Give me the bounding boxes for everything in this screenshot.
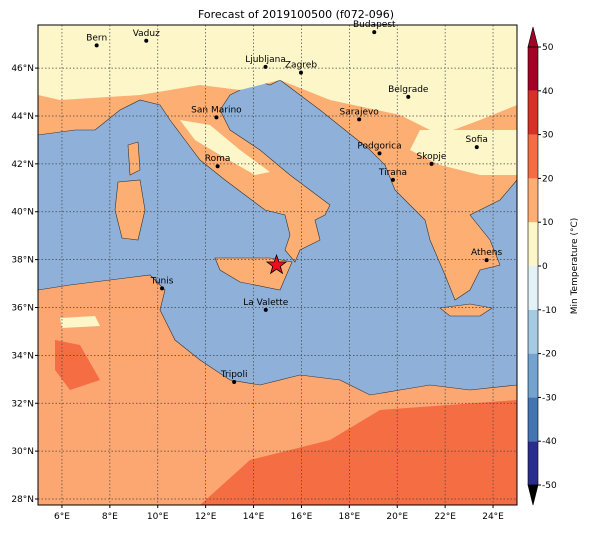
- city-label: Ljubljana: [245, 55, 286, 65]
- x-tick-label: 14°E: [243, 512, 265, 522]
- city-label: Roma: [205, 154, 231, 164]
- colorbar-band: [528, 134, 538, 179]
- north-warm-zone: [38, 25, 517, 135]
- colorbar-tick-label: -20: [542, 350, 557, 360]
- x-tick-label: 8°E: [102, 512, 118, 522]
- y-tick-label: 40°N: [11, 208, 34, 218]
- city-label: Sarajevo: [340, 107, 380, 117]
- map-frame: [37, 24, 518, 506]
- x-tick-label: 24°E: [482, 512, 504, 522]
- x-tick-label: 6°E: [54, 512, 70, 522]
- city-label: San Marino: [191, 105, 242, 115]
- y-tick-label: 28°N: [11, 495, 34, 505]
- colorbar-band: [528, 178, 538, 223]
- colorbar-label: Min Temperature (°C): [570, 218, 580, 315]
- city-label: La Valette: [243, 298, 288, 308]
- africa-hot-zone: [200, 400, 517, 505]
- colorbar-band: [528, 90, 538, 135]
- colorbar-tick-label: -50: [542, 481, 557, 491]
- colorbar-band: [528, 309, 538, 354]
- graticule: [38, 25, 517, 505]
- city-label: Skopje: [417, 152, 447, 162]
- colorbar-tick-label: 30: [542, 131, 554, 141]
- africa-hot-zone: [55, 340, 100, 390]
- x-tick-label: 22°E: [434, 512, 456, 522]
- y-tick-label: 46°N: [11, 64, 34, 74]
- city-label: Tunis: [150, 276, 174, 286]
- sardinia: [114, 179, 146, 241]
- y-tick-label: 30°N: [11, 447, 34, 457]
- y-tick-label: 34°N: [11, 351, 34, 361]
- city-dot: [406, 94, 411, 99]
- city-dot: [232, 379, 237, 384]
- city-label: Bern: [86, 33, 107, 43]
- city-dot: [484, 258, 489, 263]
- city-dot: [215, 164, 220, 169]
- city-dot: [144, 38, 149, 43]
- city-label: Podgorica: [357, 141, 401, 151]
- city-label: Belgrade: [388, 85, 429, 95]
- city-label: Tirana: [378, 168, 407, 178]
- map-title: Forecast of 2019100500 (f072-096): [198, 8, 394, 21]
- colorbar-band: [528, 397, 538, 442]
- city-dot: [390, 177, 395, 182]
- y-tick-label: 38°N: [11, 256, 34, 266]
- city-dot: [474, 145, 479, 150]
- forecast-location-star: [265, 253, 288, 275]
- city-label: Tripoli: [220, 370, 248, 380]
- city-dot: [263, 64, 268, 69]
- colorbar-band: [528, 47, 538, 91]
- city-dot: [429, 161, 434, 166]
- colorbar-tick-label: -40: [542, 437, 557, 447]
- colorbar-extend-min: [527, 484, 539, 506]
- y-tick-label: 42°N: [11, 160, 34, 170]
- colorbar-tick-label: 20: [542, 174, 554, 184]
- colorbar-tick-label: -30: [542, 393, 557, 403]
- y-tick-label: 36°N: [11, 303, 34, 313]
- colorbar-band: [528, 266, 538, 310]
- x-tick-label: 12°E: [195, 512, 217, 522]
- colorbar-extend-max: [527, 26, 539, 48]
- city-dot: [357, 117, 362, 122]
- city-dot: [214, 115, 219, 120]
- city-label: Zagreb: [285, 61, 317, 71]
- colorbar-tick-label: 40: [542, 87, 554, 97]
- city-dot: [372, 30, 377, 35]
- x-tick-label: 20°E: [386, 512, 408, 522]
- y-tick-label: 32°N: [11, 399, 34, 409]
- x-tick-label: 10°E: [147, 512, 169, 522]
- city-dot: [263, 307, 268, 312]
- city-label: Sofia: [466, 135, 488, 145]
- city-dot: [94, 43, 99, 48]
- italy-inland-zone: [180, 120, 270, 175]
- colorbar-band: [528, 222, 538, 266]
- colorbar: -50 -40 -30 -20 -10 0 10 20 30 40 50: [527, 26, 557, 506]
- colorbar-tick-label: 50: [542, 43, 554, 53]
- tunisia-cool-zone: [60, 316, 100, 328]
- city-dot: [377, 151, 382, 156]
- city-dot: [160, 286, 165, 291]
- corsica: [127, 141, 141, 176]
- colorbar-band: [528, 353, 538, 398]
- y-tick-label: 44°N: [11, 112, 34, 122]
- colorbar-tick-label: 10: [542, 218, 554, 228]
- city-label: Vaduz: [133, 29, 160, 39]
- colorbar-tick-label: 0: [542, 262, 548, 272]
- crete: [439, 303, 493, 317]
- map-area: [38, 25, 517, 505]
- city-label: Athens: [471, 248, 502, 258]
- x-tick-label: 16°E: [291, 512, 313, 522]
- x-tick-label: 18°E: [339, 512, 361, 522]
- colorbar-band: [528, 441, 538, 485]
- colorbar-tick-label: -10: [542, 306, 557, 316]
- city-dot: [298, 70, 303, 75]
